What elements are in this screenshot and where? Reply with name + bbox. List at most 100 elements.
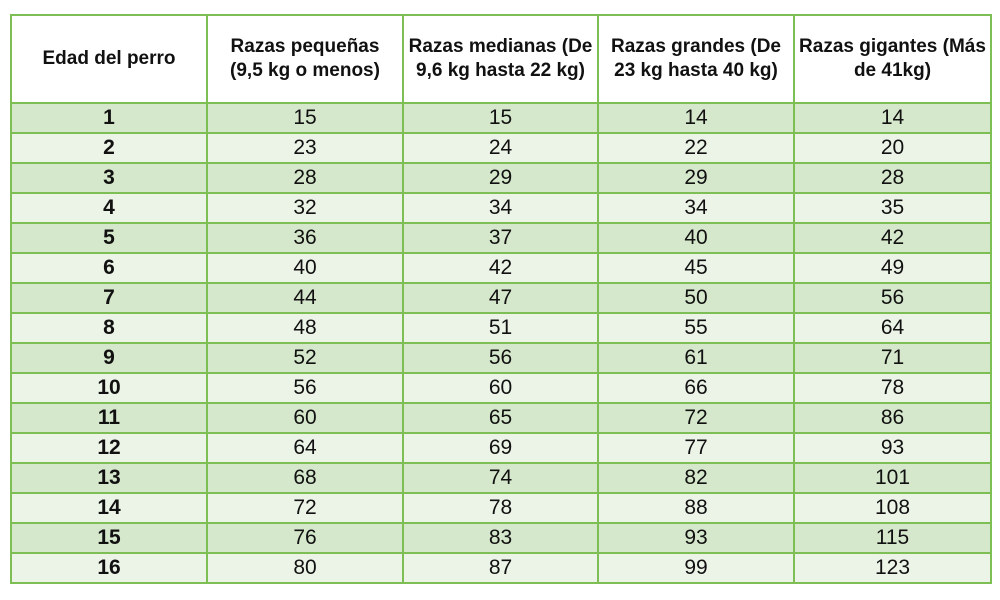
dog-age-table-container: Edad del perro Razas pequeñas (9,5 kg o … bbox=[10, 14, 992, 584]
cell-small-breeds: 80 bbox=[206, 552, 404, 584]
table-row: 4 32 34 34 35 bbox=[10, 192, 992, 224]
table-row: 7 44 47 50 56 bbox=[10, 282, 992, 314]
cell-small-breeds: 60 bbox=[206, 402, 404, 434]
cell-large-breeds: 40 bbox=[597, 222, 795, 254]
cell-medium-breeds: 87 bbox=[402, 552, 599, 584]
cell-medium-breeds: 65 bbox=[402, 402, 599, 434]
cell-large-breeds: 50 bbox=[597, 282, 795, 314]
cell-giant-breeds: 42 bbox=[793, 222, 992, 254]
cell-large-breeds: 88 bbox=[597, 492, 795, 524]
cell-medium-breeds: 29 bbox=[402, 162, 599, 194]
cell-medium-breeds: 60 bbox=[402, 372, 599, 404]
table-body: 1 15 15 14 14 2 23 24 22 20 3 28 29 29 28 4 32 34 34 35 5 36 3… bbox=[10, 102, 992, 584]
cell-giant-breeds: 20 bbox=[793, 132, 992, 164]
table-row: 10 56 60 66 78 bbox=[10, 372, 992, 404]
cell-medium-breeds: 42 bbox=[402, 252, 599, 284]
cell-dog-age: 5 bbox=[10, 222, 208, 254]
cell-dog-age: 6 bbox=[10, 252, 208, 284]
cell-large-breeds: 99 bbox=[597, 552, 795, 584]
cell-large-breeds: 66 bbox=[597, 372, 795, 404]
cell-large-breeds: 45 bbox=[597, 252, 795, 284]
cell-medium-breeds: 83 bbox=[402, 522, 599, 554]
cell-small-breeds: 15 bbox=[206, 102, 404, 134]
cell-giant-breeds: 56 bbox=[793, 282, 992, 314]
cell-medium-breeds: 15 bbox=[402, 102, 599, 134]
cell-large-breeds: 82 bbox=[597, 462, 795, 494]
table-row: 13 68 74 82 101 bbox=[10, 462, 992, 494]
cell-dog-age: 15 bbox=[10, 522, 208, 554]
cell-giant-breeds: 123 bbox=[793, 552, 992, 584]
table-row: 6 40 42 45 49 bbox=[10, 252, 992, 284]
header-giant-breeds: Razas gigantes (Más de 41kg) bbox=[793, 14, 992, 104]
header-medium-breeds: Razas medianas (De 9,6 kg hasta 22 kg) bbox=[402, 14, 599, 104]
header-large-breeds: Razas grandes (De 23 kg hasta 40 kg) bbox=[597, 14, 795, 104]
table-row: 14 72 78 88 108 bbox=[10, 492, 992, 524]
cell-large-breeds: 93 bbox=[597, 522, 795, 554]
cell-small-breeds: 48 bbox=[206, 312, 404, 344]
cell-giant-breeds: 35 bbox=[793, 192, 992, 224]
cell-giant-breeds: 14 bbox=[793, 102, 992, 134]
cell-dog-age: 13 bbox=[10, 462, 208, 494]
table-row: 11 60 65 72 86 bbox=[10, 402, 992, 434]
cell-small-breeds: 36 bbox=[206, 222, 404, 254]
cell-medium-breeds: 37 bbox=[402, 222, 599, 254]
dog-age-table: Edad del perro Razas pequeñas (9,5 kg o … bbox=[10, 14, 992, 584]
cell-dog-age: 12 bbox=[10, 432, 208, 464]
table-header: Edad del perro Razas pequeñas (9,5 kg o … bbox=[10, 14, 992, 104]
cell-small-breeds: 64 bbox=[206, 432, 404, 464]
cell-dog-age: 2 bbox=[10, 132, 208, 164]
cell-small-breeds: 76 bbox=[206, 522, 404, 554]
table-row: 5 36 37 40 42 bbox=[10, 222, 992, 254]
cell-giant-breeds: 101 bbox=[793, 462, 992, 494]
cell-medium-breeds: 56 bbox=[402, 342, 599, 374]
cell-small-breeds: 72 bbox=[206, 492, 404, 524]
header-row: Edad del perro Razas pequeñas (9,5 kg o … bbox=[10, 14, 992, 104]
cell-medium-breeds: 34 bbox=[402, 192, 599, 224]
table-row: 1 15 15 14 14 bbox=[10, 102, 992, 134]
cell-dog-age: 4 bbox=[10, 192, 208, 224]
table-row: 12 64 69 77 93 bbox=[10, 432, 992, 464]
cell-giant-breeds: 71 bbox=[793, 342, 992, 374]
cell-medium-breeds: 74 bbox=[402, 462, 599, 494]
cell-large-breeds: 55 bbox=[597, 312, 795, 344]
header-dog-age: Edad del perro bbox=[10, 14, 208, 104]
cell-dog-age: 8 bbox=[10, 312, 208, 344]
cell-giant-breeds: 49 bbox=[793, 252, 992, 284]
table-row: 3 28 29 29 28 bbox=[10, 162, 992, 194]
cell-large-breeds: 61 bbox=[597, 342, 795, 374]
cell-dog-age: 11 bbox=[10, 402, 208, 434]
table-row: 16 80 87 99 123 bbox=[10, 552, 992, 584]
cell-medium-breeds: 51 bbox=[402, 312, 599, 344]
cell-dog-age: 9 bbox=[10, 342, 208, 374]
cell-giant-breeds: 115 bbox=[793, 522, 992, 554]
cell-large-breeds: 34 bbox=[597, 192, 795, 224]
cell-large-breeds: 29 bbox=[597, 162, 795, 194]
cell-medium-breeds: 47 bbox=[402, 282, 599, 314]
cell-giant-breeds: 28 bbox=[793, 162, 992, 194]
cell-dog-age: 3 bbox=[10, 162, 208, 194]
cell-large-breeds: 72 bbox=[597, 402, 795, 434]
cell-giant-breeds: 108 bbox=[793, 492, 992, 524]
cell-small-breeds: 23 bbox=[206, 132, 404, 164]
cell-dog-age: 10 bbox=[10, 372, 208, 404]
cell-dog-age: 14 bbox=[10, 492, 208, 524]
cell-large-breeds: 77 bbox=[597, 432, 795, 464]
table-row: 9 52 56 61 71 bbox=[10, 342, 992, 374]
cell-small-breeds: 44 bbox=[206, 282, 404, 314]
header-small-breeds: Razas pequeñas (9,5 kg o menos) bbox=[206, 14, 404, 104]
cell-medium-breeds: 69 bbox=[402, 432, 599, 464]
cell-giant-breeds: 78 bbox=[793, 372, 992, 404]
cell-medium-breeds: 78 bbox=[402, 492, 599, 524]
cell-large-breeds: 14 bbox=[597, 102, 795, 134]
cell-small-breeds: 40 bbox=[206, 252, 404, 284]
cell-small-breeds: 32 bbox=[206, 192, 404, 224]
cell-giant-breeds: 93 bbox=[793, 432, 992, 464]
table-row: 2 23 24 22 20 bbox=[10, 132, 992, 164]
table-row: 15 76 83 93 115 bbox=[10, 522, 992, 554]
cell-small-breeds: 28 bbox=[206, 162, 404, 194]
cell-large-breeds: 22 bbox=[597, 132, 795, 164]
cell-small-breeds: 52 bbox=[206, 342, 404, 374]
cell-dog-age: 16 bbox=[10, 552, 208, 584]
cell-small-breeds: 68 bbox=[206, 462, 404, 494]
cell-dog-age: 7 bbox=[10, 282, 208, 314]
